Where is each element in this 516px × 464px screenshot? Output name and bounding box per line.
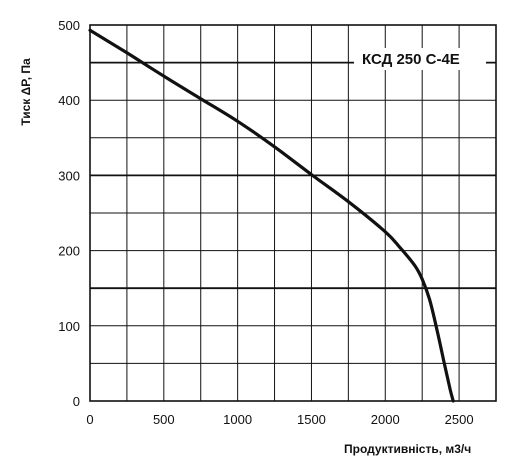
- x-axis-title: Продуктивність, м3/ч: [344, 442, 471, 456]
- x-tick-label: 2500: [445, 412, 474, 427]
- x-tick-label: 2000: [371, 412, 400, 427]
- y-tick-label: 100: [58, 319, 80, 334]
- y-tick-label: 400: [58, 93, 80, 108]
- chart-title: КСД 250 С-4Е: [362, 51, 460, 68]
- x-tick-label: 500: [153, 412, 175, 427]
- y-tick-label: 500: [58, 18, 80, 33]
- tick-labels: 0 500 1000 1500 2000 2500 0 100 200 300 400 500: [58, 18, 473, 427]
- y-axis-title: Тиск ΔP, Па: [19, 58, 33, 126]
- y-tick-label: 300: [58, 168, 80, 183]
- x-tick-label: 0: [86, 412, 93, 427]
- x-tick-label: 1000: [223, 412, 252, 427]
- plot-frame: [89, 24, 497, 402]
- y-tick-label: 200: [58, 244, 80, 259]
- series-line: [88, 28, 455, 403]
- x-tick-label: 1500: [297, 412, 326, 427]
- y-tick-label: 0: [73, 394, 80, 409]
- chart-title-background: [354, 48, 486, 70]
- series-layer: [88, 28, 455, 403]
